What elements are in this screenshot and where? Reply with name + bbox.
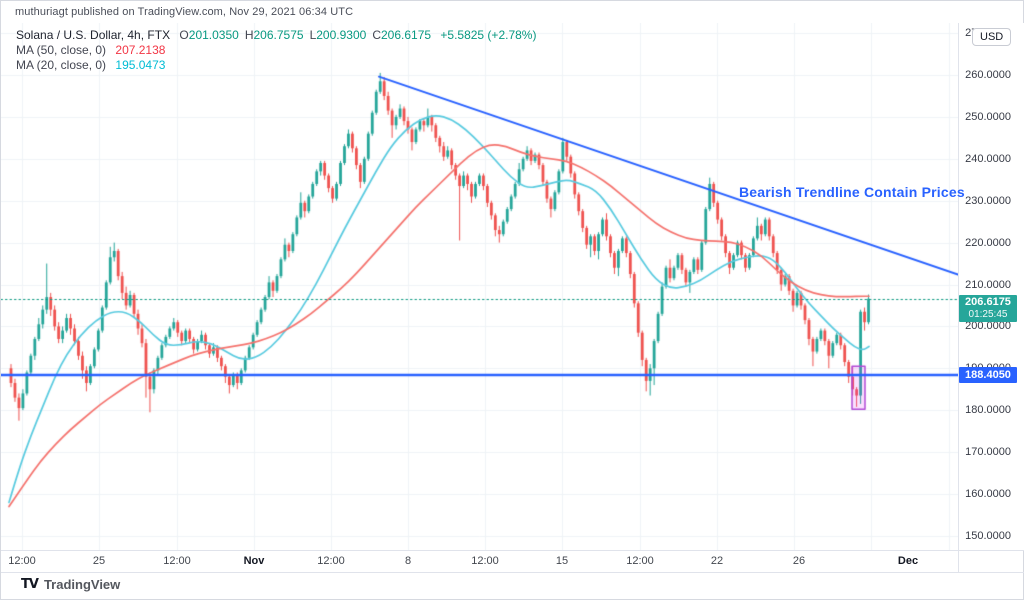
time-axis[interactable]: 12:00 25 12:00 Nov 12:00 8 12:00 15 12:00 22 26 Dec: [1, 551, 958, 572]
price-axis[interactable]: 270.0000260.0000250.0000240.0000230.0000…: [959, 23, 1024, 550]
published-header: muthuriagt published on TradingView.com,…: [15, 6, 354, 18]
time-axis-label: 25: [92, 555, 106, 567]
time-axis-label: 8: [404, 555, 412, 567]
time-axis-label: 12:00: [626, 555, 654, 567]
ma20-value: 195.0473: [115, 58, 166, 72]
price-axis-label: 250.0000: [965, 110, 1011, 123]
price-axis-label: 200.0000: [965, 320, 1011, 333]
ohlc-letter: H: [244, 28, 254, 42]
legend-ma20-row[interactable]: MA (20, close, 0) 195.0473: [16, 58, 536, 73]
ohlc-letter: O: [179, 28, 189, 42]
time-axis-label: 12:00: [8, 555, 36, 567]
price-axis-label: 260.0000: [965, 69, 1011, 81]
ohlc-value: 201.0350: [188, 28, 239, 42]
price-axis-label: 220.0000: [965, 236, 1011, 249]
tradingview-logo-icon: TV: [21, 577, 39, 592]
ma20-label: MA (20, close, 0): [16, 58, 107, 72]
ohlc-letter: C: [372, 28, 381, 42]
ma50-label: MA (50, close, 0): [16, 43, 107, 57]
price-axis-label: 160.0000: [965, 488, 1011, 500]
legend-symbol-row[interactable]: Solana / U.S. Dollar, 4h, FTX O201.0350 H…: [16, 28, 536, 43]
bar-countdown: 01:25:45: [968, 308, 1008, 320]
ohlc-value: 206.7575: [253, 28, 304, 42]
time-axis-label: 12:00: [471, 555, 499, 567]
legend-ma50-row[interactable]: MA (50, close, 0) 207.2138: [16, 43, 536, 58]
time-axis-label: 12:00: [163, 555, 191, 567]
candlestick-chart-canvas[interactable]: [1, 23, 958, 550]
symbol-title: Solana / U.S. Dollar, 4h, FTX: [16, 28, 171, 42]
time-axis-label: Nov: [243, 555, 265, 567]
currency-toggle-button[interactable]: USD: [972, 28, 1012, 46]
tradingview-brand-text: TradingView: [43, 577, 121, 592]
axis-bottom-divider: [1, 572, 1024, 573]
ohlc-letter: L: [309, 28, 317, 42]
ma50-value: 207.2138: [115, 43, 166, 57]
pane-bottom-divider: [1, 550, 1024, 551]
price-axis-label: 170.0000: [965, 446, 1011, 459]
price-axis-label: 240.0000: [965, 152, 1011, 165]
tradingview-brand-link[interactable]: TV TradingView: [21, 577, 120, 592]
price-change: +5.5825 (+2.78%): [440, 28, 537, 42]
time-axis-label: 15: [555, 555, 569, 567]
time-axis-label: 26: [792, 555, 806, 567]
support-level-badge: 188.4050: [959, 366, 1017, 383]
ohlc-value: 200.9300: [316, 28, 367, 42]
trendline-annotation-text[interactable]: Bearish Trendline Contain Prices: [739, 184, 965, 200]
price-axis-label: 180.0000: [965, 404, 1011, 417]
time-axis-label: Dec: [897, 555, 919, 567]
ohlc-values: O201.0350 H206.7575 L200.9300 C206.6175: [173, 28, 431, 42]
price-axis-label: 230.0000: [965, 194, 1011, 207]
last-price-badge: 206.6175 01:25:45: [959, 294, 1017, 322]
chart-legend: Solana / U.S. Dollar, 4h, FTX O201.0350 H…: [16, 28, 536, 73]
ohlc-value: 206.6175: [380, 28, 432, 42]
price-axis-label: 150.0000: [965, 529, 1011, 542]
time-axis-label: 22: [710, 555, 724, 567]
price-axis-label: 210.0000: [965, 278, 1011, 291]
time-axis-label: 12:00: [317, 555, 345, 567]
axis-divider-vertical: [958, 23, 959, 572]
last-price-value: 206.6175: [965, 295, 1011, 308]
